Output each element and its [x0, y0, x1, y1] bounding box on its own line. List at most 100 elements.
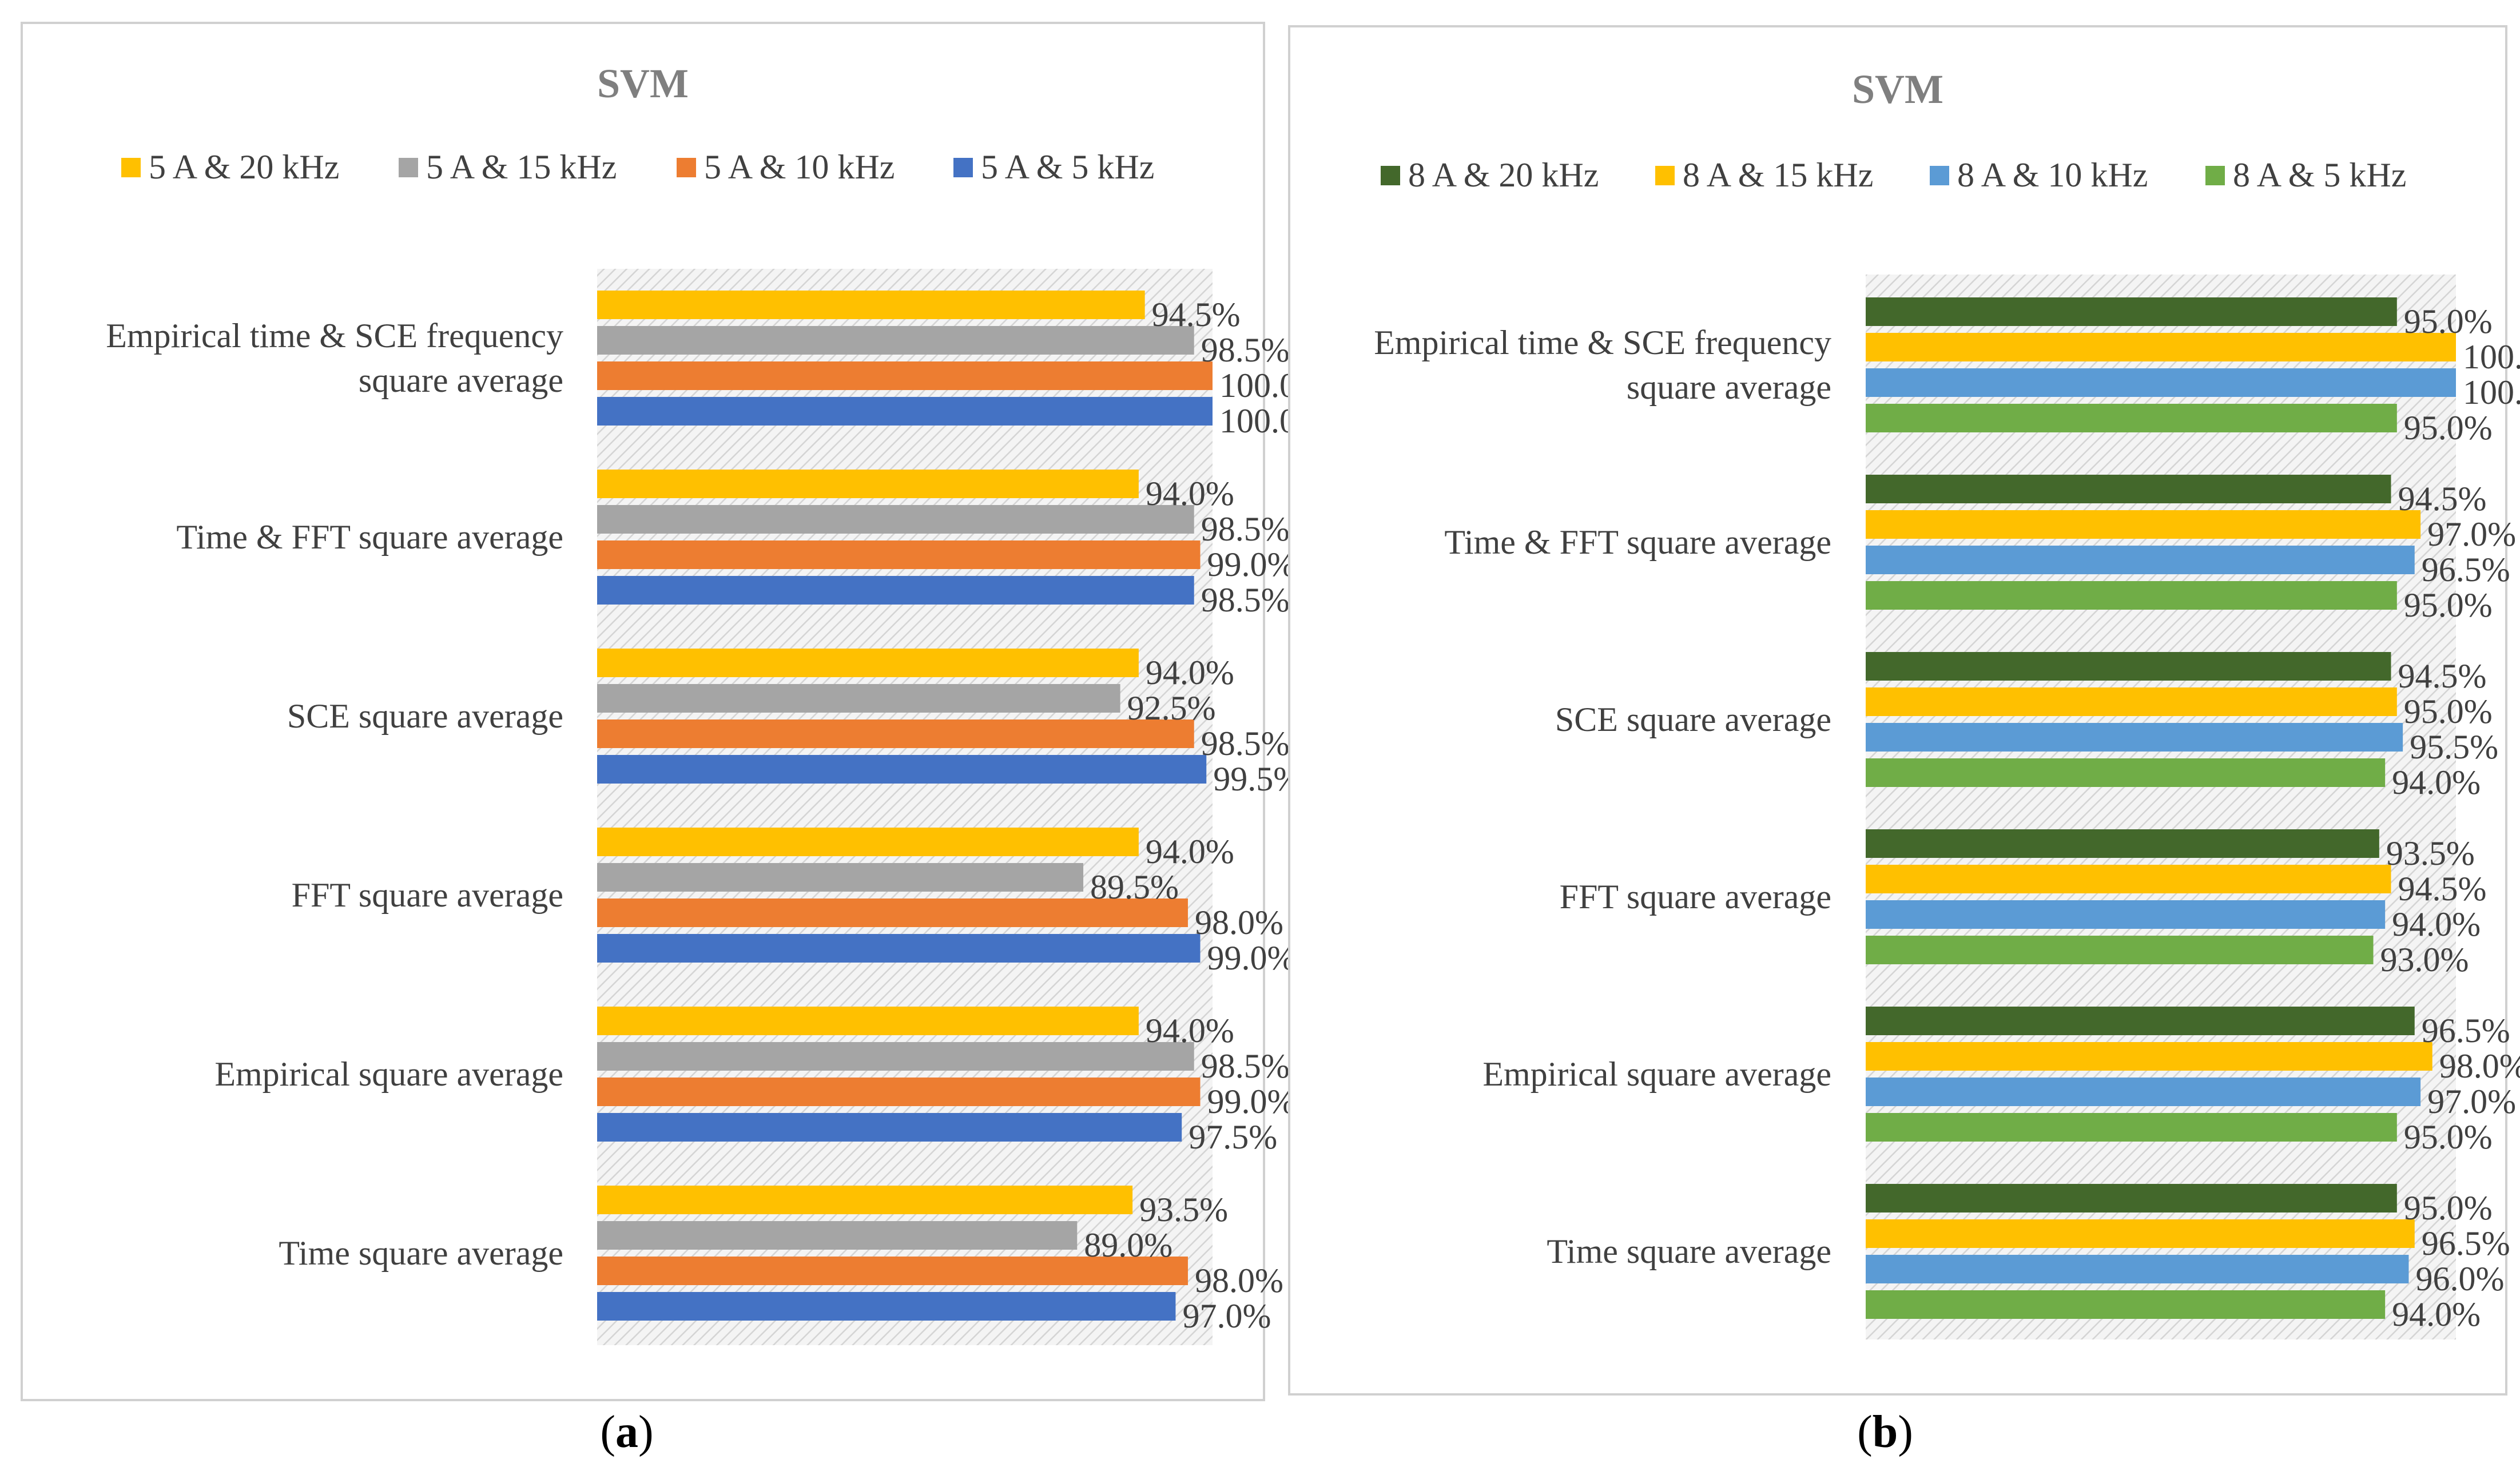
- bar: [597, 934, 1201, 963]
- bar: [1866, 546, 2415, 574]
- data-label: 94.0%: [2392, 905, 2481, 943]
- data-label: 99.0%: [1207, 546, 1295, 583]
- category-label: Empirical time & SCE frequency: [106, 317, 563, 355]
- caption-letter-b: b: [1873, 1407, 1898, 1457]
- category-label: Empirical time & SCE frequency: [1374, 324, 1831, 361]
- data-label: 98.5%: [1201, 1047, 1290, 1085]
- bar: [1866, 865, 2391, 893]
- data-label: 93.5%: [2386, 834, 2475, 872]
- data-label: 98.5%: [1201, 510, 1290, 548]
- data-label: 94.0%: [1146, 833, 1234, 870]
- data-label: 96.5%: [2422, 551, 2510, 589]
- panel-caption-b: (b): [1857, 1407, 1913, 1457]
- data-label: 94.5%: [2398, 480, 2486, 518]
- data-label: 99.0%: [1207, 939, 1295, 977]
- data-label: 95.0%: [2404, 586, 2493, 624]
- data-label: 98.5%: [1201, 581, 1290, 619]
- data-label: 95.0%: [2404, 303, 2493, 340]
- data-label: 97.0%: [1182, 1297, 1271, 1335]
- data-label: 93.5%: [1139, 1191, 1228, 1229]
- legend: 8 A & 20 kHz 8 A & 15 kHz 8 A & 10 kHz 8 A …: [1381, 156, 2406, 194]
- bar: [1866, 936, 2374, 964]
- legend-label: 8 A & 20 kHz: [1408, 156, 1599, 194]
- legend-label: 8 A & 10 kHz: [1957, 156, 2148, 194]
- data-label: 98.0%: [2439, 1047, 2520, 1085]
- data-label: 100.0%: [2463, 338, 2520, 376]
- bar: [597, 1186, 1133, 1214]
- chart-panel-a: SVM 5 A & 20 kHz 5 A & 15 kHz 5 A & 10 kHz…: [21, 22, 1325, 1401]
- legend-swatch: [953, 158, 973, 177]
- bar: [597, 899, 1188, 927]
- legend-swatch: [677, 158, 696, 177]
- legend-swatch: [2205, 166, 2225, 185]
- data-label: 92.5%: [1127, 689, 1216, 727]
- data-label: 98.0%: [1195, 1262, 1283, 1299]
- category-label: Time square average: [279, 1234, 563, 1272]
- bar: [597, 470, 1139, 498]
- bar: [1866, 723, 2403, 752]
- data-label: 96.5%: [2422, 1225, 2510, 1262]
- bar: [1866, 1290, 2386, 1319]
- data-label: 94.5%: [2398, 870, 2486, 908]
- bar: [597, 291, 1145, 319]
- legend-swatch: [121, 158, 141, 177]
- bar: [1866, 758, 2386, 787]
- data-label: 95.0%: [2404, 409, 2493, 447]
- data-label: 94.0%: [2392, 764, 2481, 801]
- bar: [597, 1078, 1201, 1106]
- bar: [597, 1221, 1078, 1250]
- legend-label: 5 A & 20 kHz: [149, 148, 339, 186]
- data-label: 96.0%: [2415, 1260, 2504, 1298]
- bar: [597, 1007, 1139, 1035]
- category-label: square average: [359, 361, 563, 399]
- chart-panel-b: SVM 8 A & 20 kHz 8 A & 15 kHz 8 A & 10 kHz…: [1288, 25, 2520, 1396]
- bar: [1866, 475, 2391, 503]
- bar: [1866, 1042, 2432, 1071]
- data-label: 99.0%: [1207, 1083, 1295, 1120]
- data-label: 97.5%: [1189, 1118, 1277, 1156]
- category-label: Time square average: [1547, 1233, 1831, 1270]
- data-label: 93.0%: [2380, 941, 2469, 979]
- data-label: 89.5%: [1090, 868, 1179, 906]
- bar: [1866, 1219, 2415, 1248]
- bars: [597, 291, 1213, 1321]
- bar: [1866, 581, 2397, 610]
- data-label: 94.0%: [1146, 654, 1234, 691]
- data-label: 98.5%: [1201, 725, 1290, 762]
- data-label: 98.0%: [1195, 904, 1283, 941]
- legend-label: 5 A & 10 kHz: [704, 148, 895, 186]
- data-label: 94.5%: [2398, 657, 2486, 695]
- data-label: 89.0%: [1084, 1226, 1172, 1264]
- legend: 5 A & 20 kHz 5 A & 15 kHz 5 A & 10 kHz 5 A …: [121, 148, 1154, 186]
- bar: [1866, 652, 2391, 681]
- bar: [597, 1292, 1176, 1321]
- category-label: Empirical square average: [214, 1055, 563, 1093]
- bar: [597, 576, 1194, 605]
- bar: [1866, 1078, 2421, 1106]
- legend-swatch: [399, 158, 418, 177]
- category-label: SCE square average: [287, 697, 563, 735]
- bars: [1866, 297, 2456, 1319]
- data-label: 97.0%: [2427, 515, 2516, 553]
- data-label: 95.0%: [2404, 1118, 2493, 1156]
- legend-swatch: [1655, 166, 1675, 185]
- bar: [597, 755, 1207, 784]
- legend-label: 8 A & 5 kHz: [2233, 156, 2406, 194]
- data-label: 95.0%: [2404, 1189, 2493, 1227]
- caption-letter-a: a: [615, 1407, 638, 1457]
- bar: [1866, 1184, 2397, 1212]
- bar: [597, 684, 1120, 713]
- bar: [1866, 368, 2456, 397]
- bar: [1866, 404, 2397, 432]
- data-label: 94.0%: [1146, 475, 1234, 512]
- legend-label: 5 A & 15 kHz: [426, 148, 617, 186]
- chart-title: SVM: [597, 61, 689, 106]
- bar: [1866, 333, 2456, 361]
- bar: [1866, 297, 2397, 326]
- category-label: FFT square average: [1560, 878, 1831, 916]
- data-label: 94.0%: [1146, 1012, 1234, 1049]
- bar: [597, 1113, 1182, 1142]
- bar: [597, 863, 1084, 892]
- bar: [1866, 687, 2397, 716]
